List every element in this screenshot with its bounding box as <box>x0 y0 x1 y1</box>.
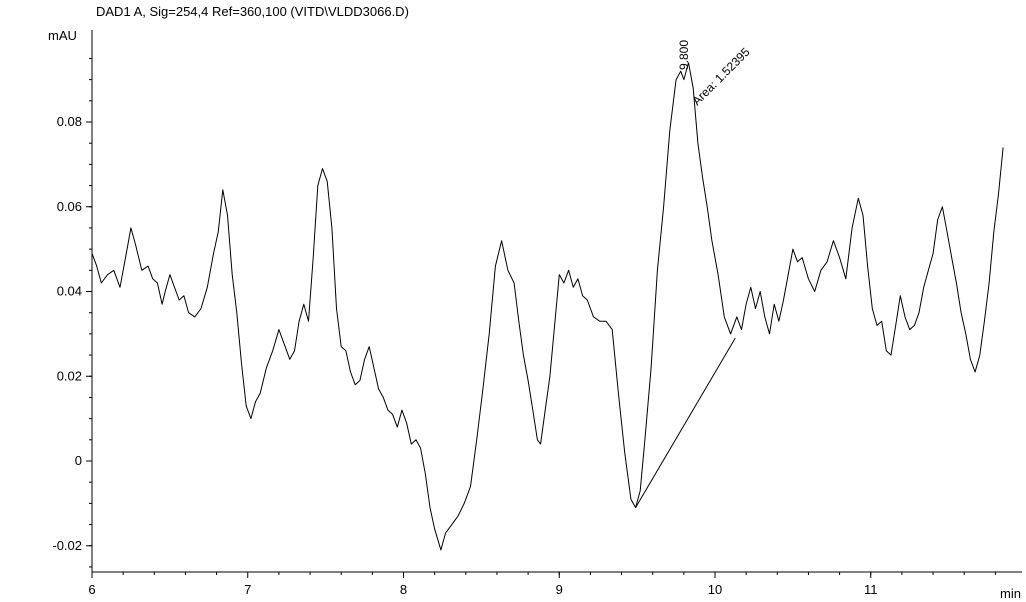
x-tick-label: 8 <box>400 582 407 597</box>
y-tick-label: -0.02 <box>52 538 82 553</box>
y-tick-label: 0 <box>75 453 82 468</box>
peak-rt-label: 9.800 <box>677 40 691 70</box>
x-tick-label: 9 <box>556 582 563 597</box>
y-tick-label: 0.08 <box>57 114 82 129</box>
y-tick-label: 0.06 <box>57 199 82 214</box>
x-tick-label: 11 <box>864 582 878 597</box>
y-axis-label: mAU <box>48 28 77 43</box>
signal-line <box>91 62 1004 551</box>
peak-area-label: Area: 1.52395 <box>689 45 752 108</box>
x-tick-label: 7 <box>244 582 251 597</box>
axes: -0.02 0 0.02 0.04 0.06 0.08 mAU 6 7 8 9 10 11 min <box>48 28 1022 601</box>
y-tick-label: 0.02 <box>57 368 82 383</box>
x-tick-label: 6 <box>88 582 95 597</box>
x-tick-label: 10 <box>708 582 722 597</box>
chart-title: DAD1 A, Sig=254,4 Ref=360,100 (VITD\VLDD… <box>96 4 409 19</box>
plot-area <box>91 62 1004 551</box>
integration-baseline <box>635 337 736 508</box>
y-tick-label: 0.04 <box>57 284 82 299</box>
x-axis-label: min <box>1000 586 1021 601</box>
